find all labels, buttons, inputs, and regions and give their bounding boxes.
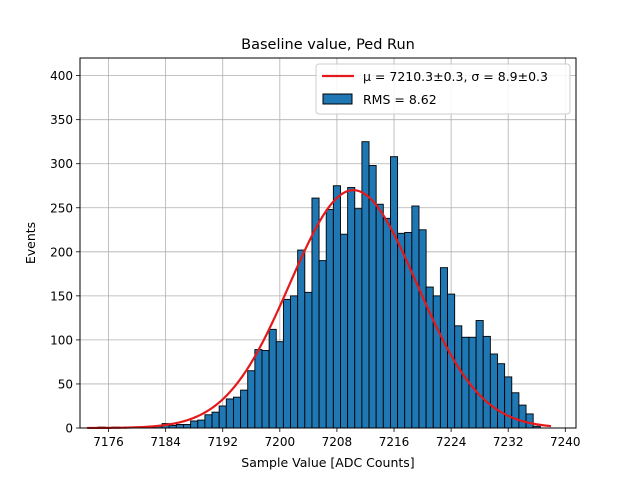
histogram-bar	[332, 185, 341, 429]
histogram-bar	[254, 349, 263, 429]
legend-box	[315, 63, 571, 115]
histogram-bar	[525, 413, 534, 429]
chart-title: Baseline value, Ped Run	[241, 37, 415, 53]
legend-histogram-swatch	[322, 93, 353, 105]
y-tick-label: 100	[50, 333, 73, 347]
y-tick-label: 350	[50, 113, 73, 127]
histogram-bar	[389, 156, 399, 429]
histogram-bar	[361, 141, 370, 429]
histogram-bar	[240, 389, 249, 429]
histogram-bar	[304, 291, 313, 429]
histogram-bar	[275, 341, 284, 429]
histogram-bar	[375, 203, 384, 429]
histogram-bar	[218, 405, 227, 429]
x-axis-label: Sample Value [ADC Counts]	[241, 455, 414, 470]
histogram-bar	[482, 335, 491, 429]
histogram-bar	[504, 376, 513, 429]
histogram-bar	[183, 424, 192, 429]
histogram-bar	[282, 298, 291, 429]
histogram-bar	[475, 320, 484, 429]
histogram-bar	[290, 295, 299, 429]
histogram-bar	[411, 205, 420, 429]
histogram-bar	[232, 396, 242, 429]
histogram-bar	[518, 404, 527, 429]
x-tick-label: 7224	[436, 435, 467, 449]
y-tick-label: 200	[50, 245, 73, 259]
histogram-bar	[497, 363, 506, 429]
histogram-bar	[175, 424, 184, 429]
histogram-bar	[211, 411, 220, 429]
histogram-bar	[454, 325, 463, 429]
histogram-bar	[354, 208, 363, 429]
x-tick-label: 7208	[322, 435, 353, 449]
legend-fit-label: μ = 7210.3±0.3, σ = 8.9±0.3	[363, 69, 548, 84]
plot-frame	[79, 57, 577, 429]
histogram-bar	[225, 398, 234, 429]
histogram-bar	[397, 232, 406, 429]
histogram-bar	[261, 350, 270, 429]
histogram-bar	[297, 249, 306, 429]
gaussian-fit-curve	[87, 189, 552, 430]
y-tick-label: 0	[65, 422, 73, 436]
histogram-bar	[204, 414, 213, 429]
histogram-bars	[97, 141, 541, 429]
legend-histogram-label: RMS = 8.62	[363, 92, 437, 107]
histogram-bar	[268, 328, 277, 429]
histogram-bar	[197, 419, 206, 429]
y-tick-label: 50	[58, 377, 73, 391]
x-tick-label: 7176	[93, 435, 124, 449]
histogram-bar	[318, 260, 327, 429]
histogram-bar	[247, 370, 256, 429]
histogram-bar	[511, 392, 520, 429]
histogram-bar	[489, 353, 498, 429]
fit-curve-layer	[87, 189, 552, 430]
x-tick-label: 7192	[207, 435, 238, 449]
histogram-bar	[190, 420, 199, 429]
y-axis-label: Events	[23, 222, 38, 264]
x-tick-label: 7232	[493, 435, 524, 449]
histogram-bar	[340, 233, 349, 429]
histogram-bar	[347, 187, 356, 429]
histogram-bar	[432, 295, 441, 429]
x-tick-label: 7200	[265, 435, 296, 449]
histogram-bar	[382, 217, 391, 429]
y-axis-ticks: 0 50 100 150 200 250 300 350 400	[50, 69, 80, 436]
y-tick-label: 250	[50, 201, 73, 215]
x-axis-ticks: 7176 7184 7192 7200 7208 7216 7224 7232 7240	[93, 428, 581, 449]
legend: μ = 7210.3±0.3, σ = 8.9±0.3 RMS = 8.62	[315, 63, 571, 115]
y-tick-label: 150	[50, 289, 73, 303]
y-tick-label: 300	[50, 157, 73, 171]
x-tick-label: 7184	[150, 435, 181, 449]
histogram-bar	[325, 209, 334, 429]
x-tick-label: 7216	[379, 435, 410, 449]
x-tick-label: 7240	[550, 435, 581, 449]
histogram-bar	[418, 229, 427, 429]
y-tick-label: 400	[50, 69, 73, 83]
